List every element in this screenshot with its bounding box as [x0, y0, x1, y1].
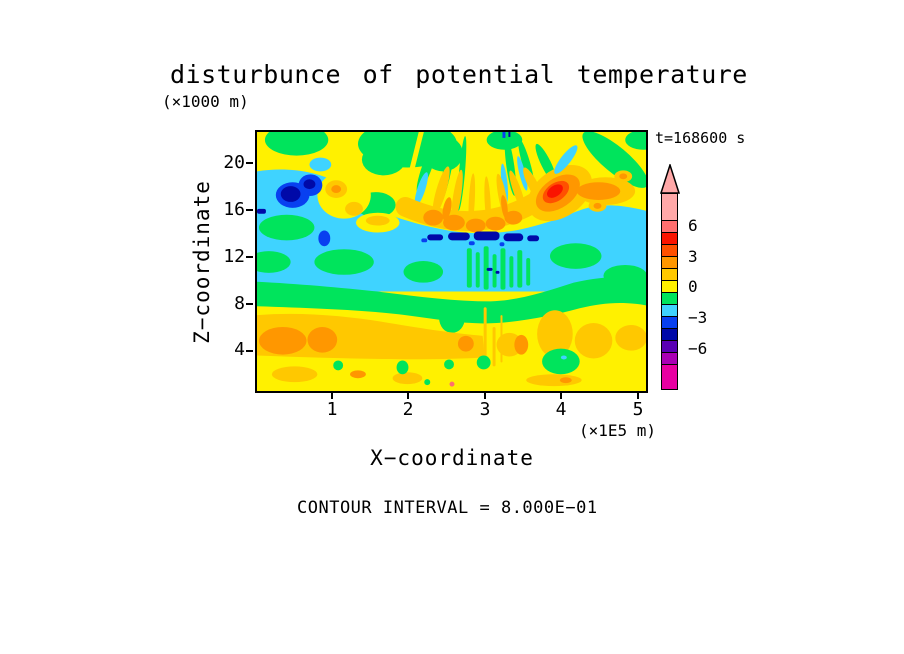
y-tick-label: 20	[223, 152, 245, 173]
field-navy-spot-row	[421, 231, 540, 274]
tick-mark	[246, 303, 253, 305]
field-orange-band	[257, 307, 646, 367]
colorbar-segment	[662, 353, 677, 365]
tick-mark	[560, 393, 562, 399]
tick-mark	[246, 209, 253, 211]
y-tick-label: 12	[223, 246, 245, 267]
colorbar-segment	[662, 329, 677, 341]
x-axis-label: X−coordinate	[370, 446, 534, 470]
colorbar-segment	[662, 341, 677, 353]
colorbar-segment	[662, 221, 677, 233]
field-red-maximum	[527, 145, 636, 222]
colorbar-segment	[662, 293, 677, 305]
x-tick-label: 2	[402, 399, 414, 420]
y-axis-label: Z−coordinate	[190, 180, 214, 344]
page-title: disturbunce of potential temperature	[170, 60, 748, 89]
y-axis-unit-label: (×1000 m)	[162, 92, 249, 111]
colorbar-tick-label: −6	[688, 339, 708, 358]
contour-plot	[255, 130, 648, 393]
y-tick-label: 8	[234, 293, 245, 314]
field-blue-minima	[257, 157, 371, 247]
field-bottom-band	[271, 348, 582, 387]
contour-interval-note: CONTOUR INTERVAL = 8.000E−01	[297, 498, 598, 518]
colorbar-segment	[662, 317, 677, 329]
tick-mark	[331, 393, 333, 399]
tick-mark	[484, 393, 486, 399]
tick-mark	[246, 162, 253, 164]
colorbar-tick-label: 0	[688, 277, 698, 296]
colorbar-segment	[662, 269, 677, 281]
colorbar-segment	[662, 281, 677, 293]
tick-mark	[637, 393, 639, 399]
x-tick-label: 1	[326, 399, 338, 420]
x-tick-label: 5	[632, 399, 644, 420]
temperature-field-svg	[257, 132, 646, 391]
colorbar-segment	[662, 257, 677, 269]
x-tick-label: 4	[555, 399, 567, 420]
colorbar-segment	[662, 305, 677, 317]
tick-mark	[246, 350, 253, 352]
colorbar-tick-label: 6	[688, 216, 698, 235]
colorbar-segment	[662, 245, 677, 257]
colorbar-scale	[661, 193, 678, 390]
time-label: t=168600 s	[655, 129, 746, 147]
y-tick-label: 4	[234, 339, 245, 360]
colorbar-tick-label: −3	[688, 308, 708, 327]
colorbar-arrow-icon	[660, 164, 680, 194]
colorbar-segment	[662, 194, 677, 221]
y-tick-label: 16	[223, 199, 245, 220]
colorbar-segment	[662, 365, 677, 389]
tick-mark	[246, 256, 253, 258]
tick-mark	[407, 393, 409, 399]
x-axis-unit-label: (×1E5 m)	[578, 421, 656, 440]
colorbar-segment	[662, 233, 677, 245]
x-tick-label: 3	[479, 399, 491, 420]
colorbar-tick-label: 3	[688, 247, 698, 266]
